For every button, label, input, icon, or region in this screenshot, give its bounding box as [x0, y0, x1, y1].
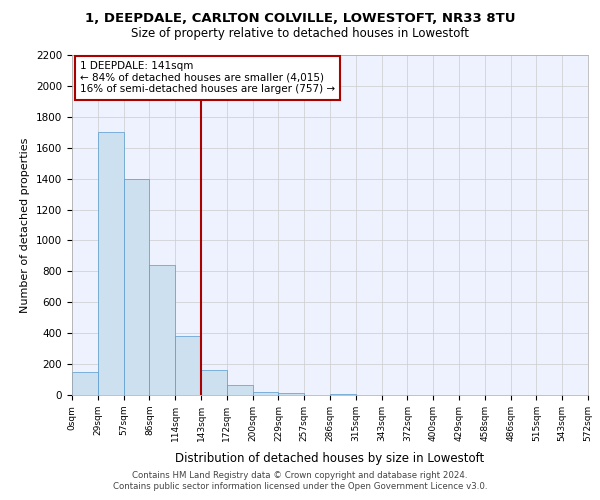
Bar	[278, 394, 304, 395]
Bar	[253, 392, 278, 395]
Text: Size of property relative to detached houses in Lowestoft: Size of property relative to detached ho…	[131, 28, 469, 40]
Bar	[227, 385, 253, 395]
Bar	[175, 336, 201, 395]
Text: Contains HM Land Registry data © Crown copyright and database right 2024.: Contains HM Land Registry data © Crown c…	[132, 471, 468, 480]
Bar	[124, 178, 149, 395]
Bar	[330, 394, 356, 395]
Bar	[149, 265, 175, 395]
Text: Contains public sector information licensed under the Open Government Licence v3: Contains public sector information licen…	[113, 482, 487, 491]
Text: 1 DEEPDALE: 141sqm
← 84% of detached houses are smaller (4,015)
16% of semi-deta: 1 DEEPDALE: 141sqm ← 84% of detached hou…	[80, 61, 335, 94]
Text: 1, DEEPDALE, CARLTON COLVILLE, LOWESTOFT, NR33 8TU: 1, DEEPDALE, CARLTON COLVILLE, LOWESTOFT…	[85, 12, 515, 26]
Y-axis label: Number of detached properties: Number of detached properties	[20, 138, 31, 312]
Bar	[201, 370, 227, 395]
Bar	[98, 132, 124, 395]
Bar	[72, 372, 98, 395]
X-axis label: Distribution of detached houses by size in Lowestoft: Distribution of detached houses by size …	[175, 452, 485, 465]
